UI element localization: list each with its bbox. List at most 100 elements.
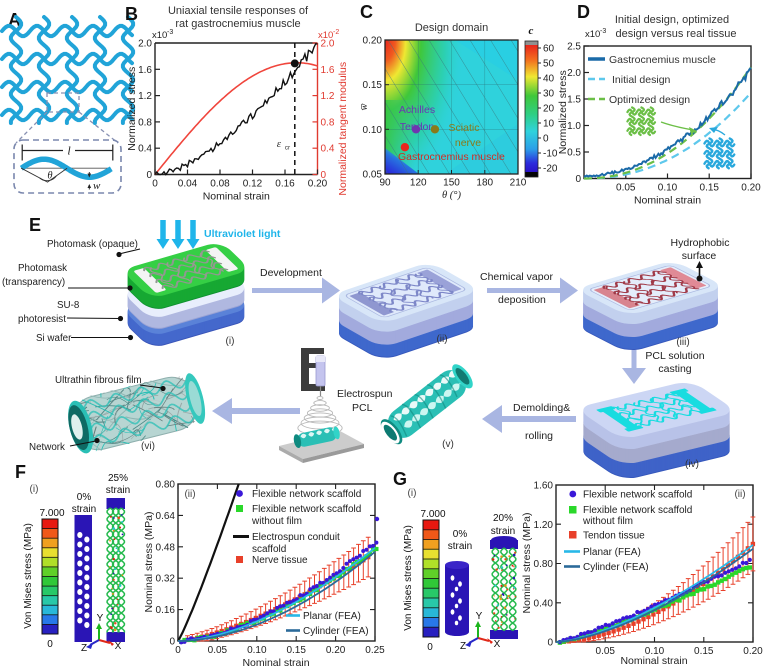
- svg-text:Gastrocnemius muscle: Gastrocnemius muscle: [609, 54, 716, 66]
- svg-text:surface: surface: [682, 250, 717, 262]
- svg-text:0: 0: [146, 170, 152, 181]
- svg-text:0.10: 0.10: [645, 646, 665, 657]
- svg-text:0.80: 0.80: [534, 559, 554, 570]
- svg-text:0: 0: [169, 637, 175, 648]
- svg-text:0.05: 0.05: [596, 646, 616, 657]
- svg-text:(iv): (iv): [685, 459, 699, 470]
- svg-text:w: w: [93, 180, 101, 192]
- svg-text:Si wafer: Si wafer: [36, 333, 72, 344]
- svg-text:Nominal strain: Nominal strain: [634, 195, 701, 207]
- svg-text:(iii): (iii): [676, 337, 689, 348]
- svg-text:x10: x10: [152, 30, 167, 41]
- svg-text:Demolding&: Demolding&: [513, 402, 570, 414]
- svg-text:0.10: 0.10: [658, 183, 678, 194]
- svg-text:7.000: 7.000: [420, 509, 445, 520]
- svg-text:0.10: 0.10: [247, 645, 267, 656]
- svg-text:0: 0: [575, 174, 581, 185]
- svg-text:40: 40: [543, 74, 555, 85]
- svg-text:Z: Z: [460, 641, 466, 652]
- svg-text:strain: strain: [491, 526, 515, 537]
- svg-text:SU-8: SU-8: [57, 300, 80, 311]
- svg-text:1.20: 1.20: [534, 520, 554, 531]
- svg-text:(ii): (ii): [184, 489, 195, 500]
- svg-text:2.5: 2.5: [567, 42, 581, 53]
- svg-text:2.0: 2.0: [138, 39, 152, 50]
- svg-text:0.15: 0.15: [694, 646, 714, 657]
- svg-text:1.6: 1.6: [321, 65, 335, 76]
- svg-text:(vi): (vi): [141, 441, 155, 452]
- svg-text:210: 210: [510, 178, 527, 189]
- svg-text:180: 180: [476, 178, 493, 189]
- svg-text:without film: without film: [582, 516, 633, 527]
- svg-text:Flexible network scaffold: Flexible network scaffold: [583, 490, 692, 501]
- svg-text:20: 20: [543, 104, 555, 115]
- svg-text:D: D: [577, 2, 590, 22]
- svg-text:deposition: deposition: [498, 294, 546, 306]
- svg-text:C: C: [360, 2, 373, 22]
- svg-text:strain: strain: [448, 541, 472, 552]
- svg-text:0.4: 0.4: [321, 144, 335, 155]
- svg-text:Electrospun conduit: Electrospun conduit: [252, 532, 340, 543]
- svg-text:(ii): (ii): [436, 334, 447, 345]
- svg-text:Cylinder (FEA): Cylinder (FEA): [583, 562, 649, 573]
- svg-text:0.8: 0.8: [138, 117, 152, 128]
- svg-text:0: 0: [175, 645, 181, 656]
- svg-text:Nominal strain: Nominal strain: [620, 655, 687, 667]
- svg-text:Optimized design: Optimized design: [609, 94, 690, 106]
- svg-text:0.10: 0.10: [363, 125, 383, 136]
- svg-text:30: 30: [543, 89, 555, 100]
- svg-text:0.80: 0.80: [156, 480, 176, 491]
- svg-text:Nominal strain: Nominal strain: [242, 657, 309, 669]
- svg-text:0.04: 0.04: [178, 179, 198, 190]
- svg-text:Initial design: Initial design: [612, 74, 671, 86]
- svg-text:Chemical vapor: Chemical vapor: [480, 271, 553, 283]
- svg-text:0%: 0%: [77, 492, 92, 503]
- svg-text:B: B: [125, 4, 138, 24]
- svg-text:0.20: 0.20: [363, 36, 383, 47]
- svg-text:0: 0: [152, 179, 158, 190]
- svg-text:0.05: 0.05: [616, 183, 636, 194]
- svg-text:Von Mises stress (MPa): Von Mises stress (MPa): [403, 525, 414, 631]
- svg-text:Ultrathin fibrous film: Ultrathin fibrous film: [55, 375, 142, 386]
- svg-text:0.15: 0.15: [363, 80, 383, 91]
- svg-text:7.000: 7.000: [39, 508, 64, 519]
- svg-text:0.20: 0.20: [741, 183, 761, 194]
- svg-text:Nominal strain: Nominal strain: [203, 191, 270, 203]
- svg-text:Z: Z: [81, 643, 87, 654]
- svg-text:0: 0: [321, 170, 327, 181]
- svg-text:1.0: 1.0: [567, 121, 581, 132]
- svg-text:0.16: 0.16: [156, 605, 176, 616]
- svg-text:-3: -3: [600, 28, 606, 35]
- svg-text:0.20: 0.20: [743, 646, 763, 657]
- svg-text:(i): (i): [226, 336, 235, 347]
- svg-text:0.05: 0.05: [363, 170, 383, 181]
- svg-text:0%: 0%: [453, 529, 468, 540]
- svg-text:Sciatic: Sciatic: [449, 122, 480, 134]
- svg-text:Achilles: Achilles: [399, 104, 435, 116]
- svg-text:Nominal stress (MPa): Nominal stress (MPa): [143, 512, 155, 613]
- svg-text:2.0: 2.0: [567, 68, 581, 79]
- svg-text:0.15: 0.15: [286, 645, 306, 656]
- svg-text:1.2: 1.2: [321, 91, 335, 102]
- svg-text:Y: Y: [476, 611, 483, 622]
- svg-text:Normalized stress: Normalized stress: [126, 67, 138, 151]
- svg-text:c: c: [529, 25, 534, 37]
- svg-text:-3: -3: [167, 29, 173, 36]
- svg-text:ε: ε: [277, 138, 282, 150]
- svg-text:Electrospun: Electrospun: [337, 388, 393, 400]
- svg-text:without film: without film: [251, 516, 302, 527]
- svg-text:1.2: 1.2: [138, 91, 152, 102]
- svg-text:w̅: w̅: [359, 103, 370, 110]
- svg-text:(transparency): (transparency): [2, 277, 65, 288]
- svg-text:0.12: 0.12: [243, 179, 263, 190]
- svg-text:1.5: 1.5: [567, 95, 581, 106]
- svg-text:(v): (v): [442, 439, 454, 450]
- svg-text:0.20: 0.20: [308, 179, 328, 190]
- svg-text:strain: strain: [106, 485, 130, 496]
- svg-text:Von Mises stress (MPa): Von Mises stress (MPa): [23, 523, 34, 629]
- svg-text:Nominal stress (MPa): Nominal stress (MPa): [521, 513, 533, 614]
- svg-text:Gastrocnemius muscle: Gastrocnemius muscle: [398, 151, 505, 163]
- svg-text:0.5: 0.5: [567, 148, 581, 159]
- svg-text:Flexible network scaffold: Flexible network scaffold: [252, 489, 361, 500]
- svg-text:cr: cr: [285, 145, 291, 152]
